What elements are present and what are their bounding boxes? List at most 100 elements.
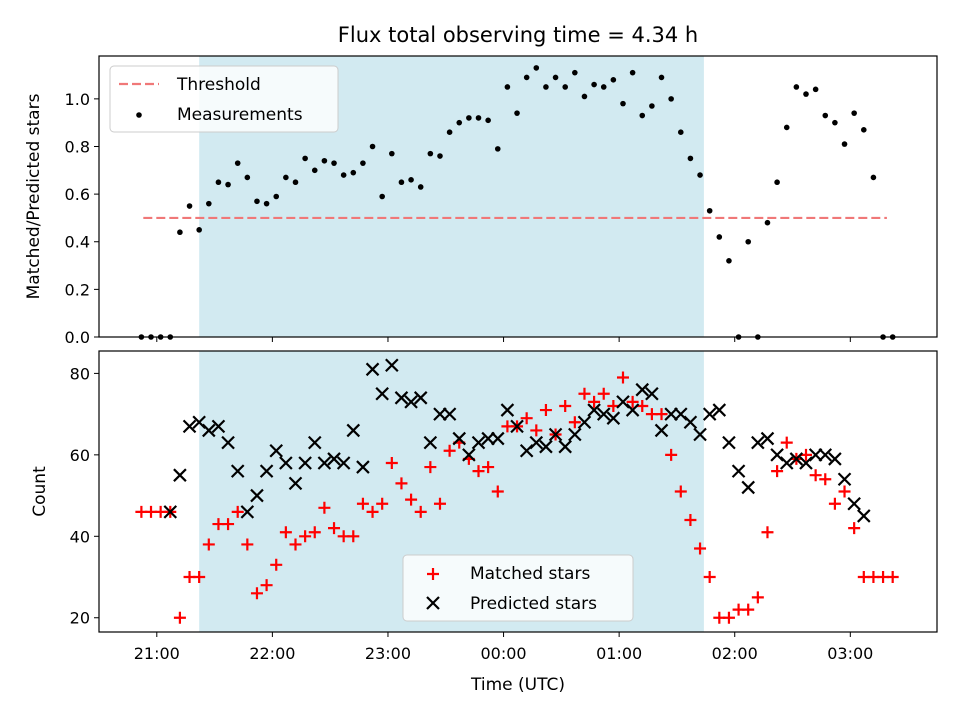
measurement-point — [764, 219, 771, 226]
x-tick-label: 22:00 — [249, 644, 295, 663]
matched-star-point — [414, 505, 427, 518]
measurement-point — [870, 174, 877, 181]
axes-frame — [98, 350, 938, 633]
measurement-point — [793, 84, 800, 90]
predicted-star-point — [336, 456, 351, 470]
measurement-point — [446, 129, 453, 136]
predicted-star-point — [413, 391, 428, 405]
predicted-star-point — [837, 472, 852, 487]
predicted-star-point — [182, 419, 197, 434]
matched-star-point — [173, 611, 186, 624]
predicted-star-point — [346, 423, 361, 438]
measurement-point — [591, 81, 597, 88]
matched-star-point — [742, 603, 755, 616]
measurement-point — [860, 127, 867, 133]
y-tick-label: 20 — [70, 609, 90, 628]
measurement-point — [649, 103, 655, 109]
y-tick-label: 80 — [70, 364, 90, 383]
legend-box — [402, 554, 634, 622]
predicted-star-point — [577, 415, 592, 430]
predicted-star-point — [596, 407, 611, 421]
matched-star-point — [491, 485, 504, 498]
predicted-star-point — [693, 427, 707, 442]
predicted-star-point — [211, 419, 226, 434]
measurement-point — [215, 179, 222, 186]
predicted-star-point — [269, 443, 284, 458]
matched-star-point — [828, 497, 841, 510]
predicted-star-point — [539, 439, 553, 454]
legend-predicted-label: Predicted stars — [470, 594, 597, 614]
predicted-star-point — [442, 407, 457, 421]
predicted-star-point — [385, 358, 399, 373]
predicted-star-point — [857, 509, 871, 523]
y-tick-label: 0.8 — [65, 137, 90, 156]
matched-star-point — [443, 444, 456, 457]
predicted-star-point — [751, 435, 765, 450]
measurement-point — [543, 84, 549, 90]
predicted-star-point — [702, 407, 717, 421]
matched-star-point — [405, 493, 418, 506]
matched-star-point — [626, 395, 639, 408]
matched-star-point — [530, 424, 543, 437]
measurement-point — [244, 174, 251, 181]
predicted-star-point — [818, 448, 833, 462]
matched-star-point — [703, 571, 716, 584]
y-tick-label: 0.4 — [65, 233, 90, 252]
matched-star-point — [366, 505, 379, 518]
predicted-star-point — [789, 452, 804, 466]
predicted-star-point — [163, 505, 178, 519]
measurement-point — [292, 179, 299, 186]
predicted-star-point — [452, 431, 467, 446]
predicted-star-point — [288, 476, 303, 491]
measurement-point — [610, 77, 617, 83]
predicted-star-point — [259, 464, 274, 478]
matched-star-point — [299, 530, 312, 543]
predicted-star-point — [558, 439, 572, 454]
predicted-star-point — [828, 452, 842, 466]
bottom-legend: Matched stars Predicted stars — [402, 554, 634, 622]
matched-star-point — [520, 412, 533, 425]
predicted-star-point — [625, 403, 640, 417]
measurement-point — [466, 115, 472, 121]
predicted-star-point — [635, 382, 650, 397]
matched-star-point — [674, 485, 687, 498]
matched-star-point — [578, 387, 591, 400]
y-tick-label: 0.2 — [65, 280, 90, 299]
predicted-star-point — [664, 407, 678, 421]
matched-star-point — [308, 526, 321, 539]
matched-star-point — [433, 497, 446, 510]
matched-star-point — [616, 371, 629, 384]
predicted-star-point — [356, 460, 370, 474]
measurement-point — [706, 207, 713, 214]
measurement-point — [196, 227, 202, 233]
matched-star-point — [780, 436, 793, 449]
predicted-star-point — [529, 435, 544, 450]
matched-star-point — [279, 526, 292, 539]
measurement-point — [283, 174, 289, 181]
matched-star-point — [694, 542, 707, 555]
matched-star-point — [260, 579, 273, 592]
predicted-star-point — [221, 435, 235, 450]
measurement-point — [206, 200, 212, 207]
predicted-star-point — [279, 456, 293, 470]
matched-star-point — [886, 571, 899, 584]
measurement-point — [841, 141, 848, 147]
y-tick-label: 0.0 — [65, 328, 90, 347]
predicted-star-point — [779, 456, 794, 470]
matched-star-point — [761, 526, 774, 539]
y-tick-label: 1.0 — [65, 90, 90, 109]
predicted-star-point — [847, 496, 861, 511]
top-y-axis-label: Matched/Predicted stars — [24, 93, 44, 299]
measurement-point — [620, 100, 626, 107]
matched-star-point — [328, 522, 341, 535]
predicted-star-point — [240, 505, 255, 519]
top-legend: Threshold Measurements — [109, 65, 339, 133]
measurement-point — [600, 84, 607, 90]
matched-star-point — [472, 465, 485, 478]
predicted-star-point — [423, 435, 438, 450]
matched-star-point — [385, 456, 398, 469]
measurement-point — [234, 160, 241, 166]
x-axis-label: Time (UTC) — [470, 675, 565, 695]
measurement-point — [639, 112, 646, 119]
measurement-point — [552, 74, 559, 81]
